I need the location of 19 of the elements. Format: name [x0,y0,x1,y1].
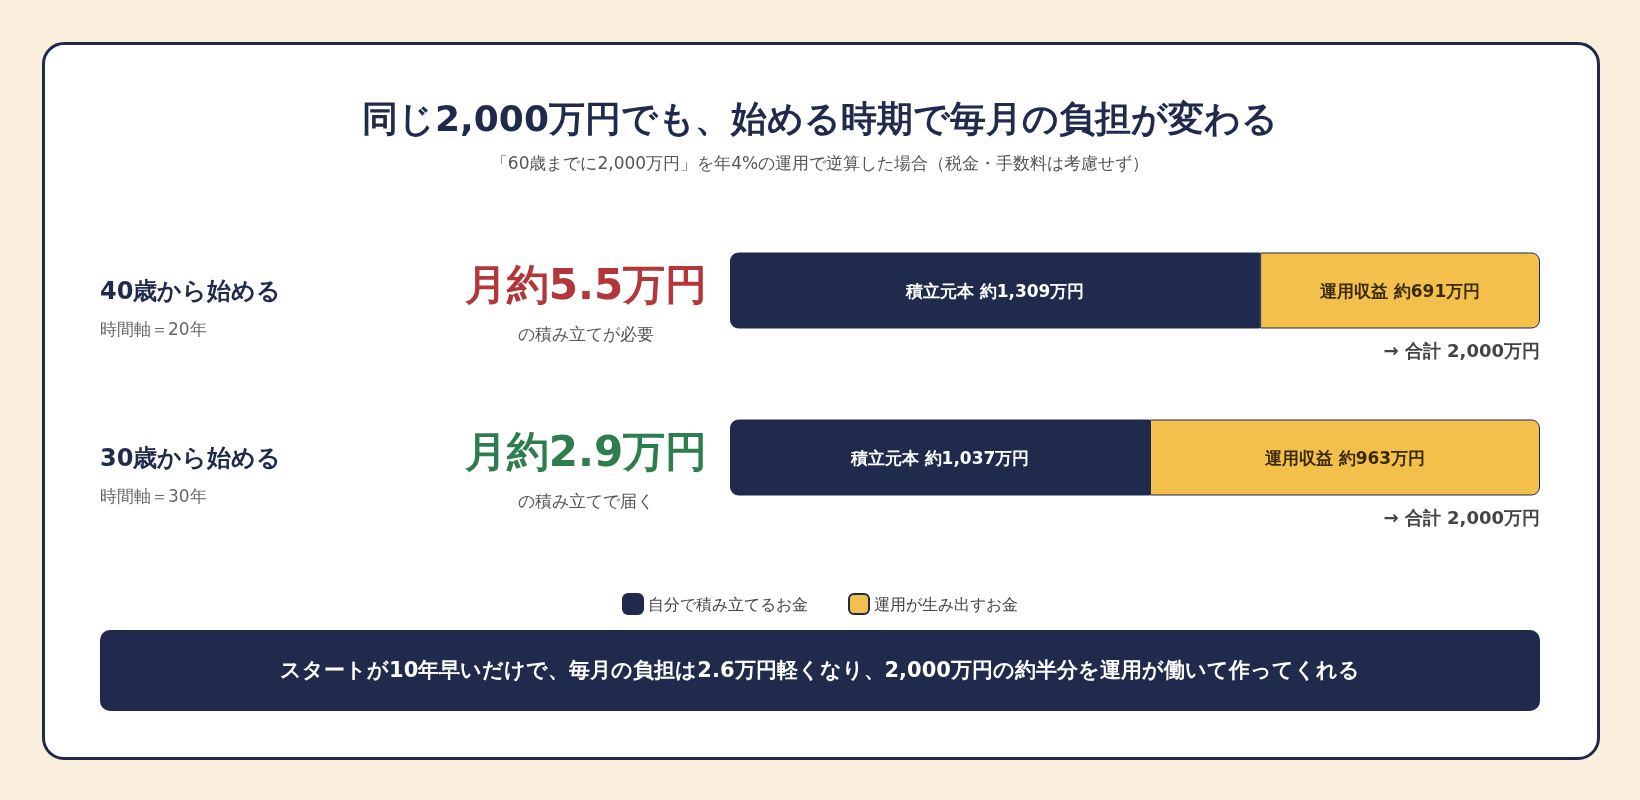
text: 月約2.9万円 [463,427,708,476]
y-tick-label: 30歳から始める [100,443,282,472]
data-label: 運用収益 約963万円 [1263,447,1426,468]
text: の積み立てが必要 [518,323,654,344]
legend-label: 運用が生み出すお金 [874,594,1018,614]
data-label: 積立元本 約1,037万円 [849,447,1030,468]
text: 月約5.5万円 [463,260,708,309]
chart-title: 同じ2,000万円でも、始める時期で毎月の負担が変わる [362,97,1278,139]
text: の積み立てで届く [518,490,654,511]
data-label: 積立元本 約1,309万円 [904,280,1085,301]
chart-subtitle: 「60歳までに2,000万円」を年4%の運用で逆算した場合（税金・手数料は考慮せず） [490,152,1150,173]
text: 時間軸＝30年 [100,486,207,506]
total-label: → 合計 2,000万円 [1383,340,1540,361]
total-label: → 合計 2,000万円 [1383,507,1540,528]
y-tick-label: 40歳から始める [100,276,282,305]
data-label: 運用収益 約691万円 [1318,280,1481,301]
text: 時間軸＝20年 [100,319,207,339]
legend-label: 自分で積み立てるお金 [648,594,808,614]
text: スタートが10年早いだけで、毎月の負担は2.6万円軽くなり、2,000万円の約半分を運用が働いて作ってくれる [280,658,1360,682]
